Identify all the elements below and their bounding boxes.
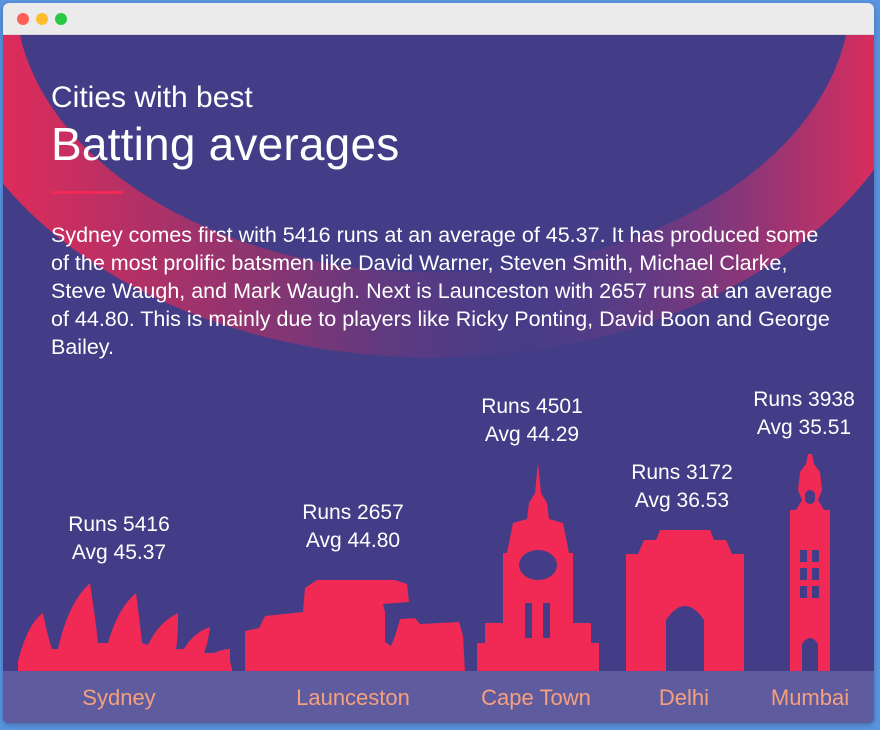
cape-town-clock-tower-icon	[477, 463, 599, 673]
city-label-cape-town: Cape Town	[481, 685, 591, 710]
minimize-window-button[interactable]	[36, 13, 48, 25]
runs-label: Runs 3172	[631, 461, 733, 484]
stat-sydney: Runs 5416 Avg 45.37	[39, 511, 199, 567]
stat-delhi: Runs 3172 Avg 36.53	[602, 459, 762, 515]
runs-label: Runs 5416	[68, 513, 170, 536]
launceston-landmark-icon	[245, 580, 465, 673]
pre-title: Cities with best	[51, 81, 253, 114]
india-gate-icon	[626, 530, 744, 673]
avg-label: Avg 45.37	[71, 541, 167, 564]
runs-label: Runs 2657	[302, 501, 404, 524]
stat-mumbai: Runs 3938 Avg 35.51	[724, 386, 874, 442]
title-underline	[51, 191, 123, 194]
stat-cape-town: Runs 4501 Avg 44.29	[452, 393, 612, 449]
runs-label: Runs 4501	[481, 395, 583, 418]
avg-label: Avg 35.51	[756, 416, 852, 439]
runs-label: Runs 3938	[753, 388, 855, 411]
decorative-arc	[3, 35, 874, 358]
sydney-opera-house-icon	[18, 583, 233, 673]
maximize-window-button[interactable]	[55, 13, 67, 25]
category-axis-bar	[3, 671, 874, 723]
app-window: Cities with best Batting averages Sydney…	[3, 3, 874, 723]
city-label-mumbai: Mumbai	[770, 685, 850, 710]
title-bar	[3, 3, 874, 35]
city-label-sydney: Sydney	[82, 685, 156, 710]
mumbai-tower-icon	[790, 454, 830, 673]
avg-label: Avg 44.29	[484, 423, 580, 446]
description: Sydney comes first with 5416 runs at an …	[51, 223, 833, 359]
close-window-button[interactable]	[17, 13, 29, 25]
city-label-launceston: Launceston	[296, 685, 410, 710]
infographic: Cities with best Batting averages Sydney…	[3, 35, 874, 723]
stat-launceston: Runs 2657 Avg 44.80	[273, 499, 433, 555]
page-title: Batting averages	[51, 118, 400, 170]
avg-label: Avg 44.80	[305, 529, 401, 552]
city-label-delhi: Delhi	[658, 685, 710, 710]
avg-label: Avg 36.53	[634, 489, 730, 512]
